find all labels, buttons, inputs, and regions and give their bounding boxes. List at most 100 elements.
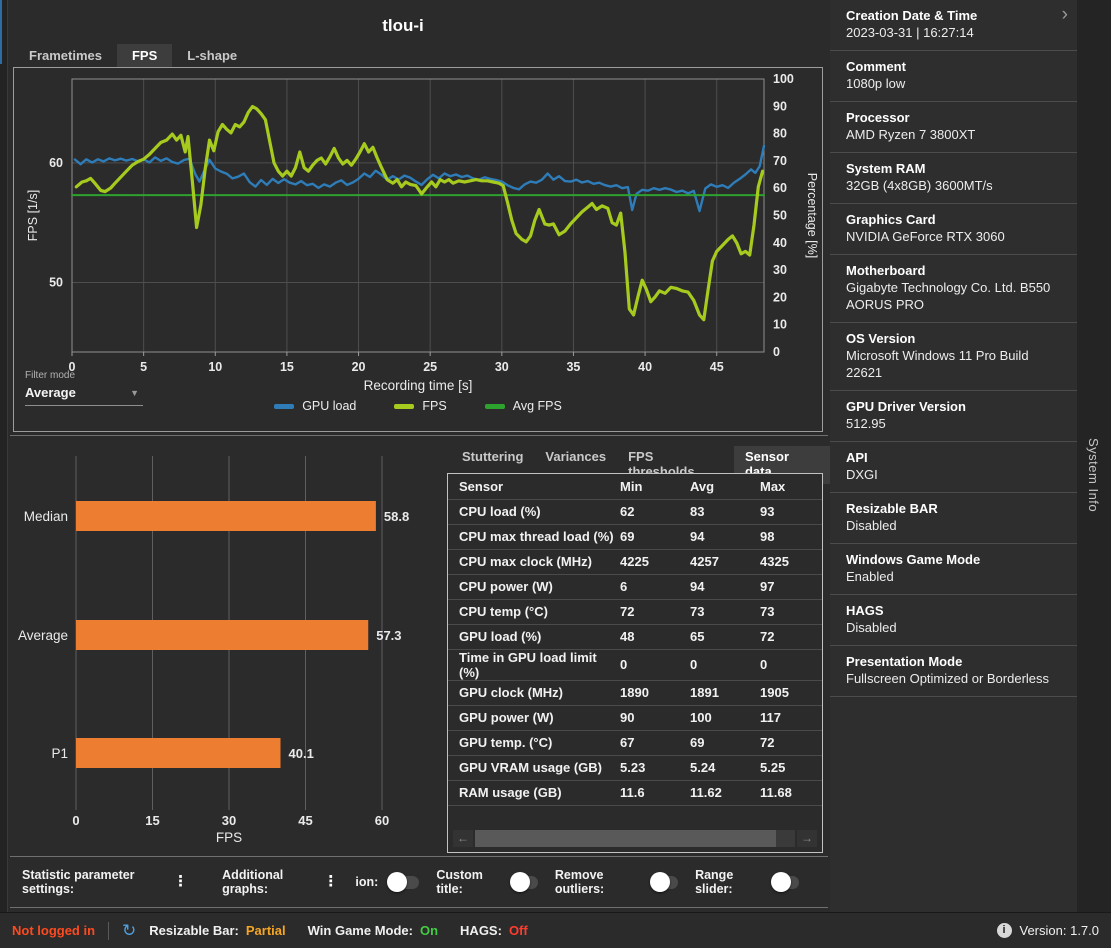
collapse-chevron-icon[interactable]: ›: [1061, 4, 1068, 25]
sidebar-item-value: AMD Ryzen 7 3800XT: [846, 127, 976, 142]
svg-text:10: 10: [208, 360, 222, 374]
svg-text:40: 40: [773, 236, 787, 250]
legend-item-gpu-load[interactable]: GPU load: [274, 399, 356, 413]
kebab-menu-icon[interactable]: ⋮: [173, 873, 189, 890]
sidebar-item-title: Motherboard: [846, 263, 926, 278]
toolbar-label: Custom title:: [436, 868, 483, 896]
svg-text:60: 60: [773, 181, 787, 195]
sidebar-item-title: HAGS: [846, 603, 884, 618]
status-resizable-bar: Resizable Bar: Partial: [149, 923, 285, 938]
statusbar-separator: [108, 921, 110, 940]
cell-min: 67: [620, 730, 690, 756]
fps-line-chart: 0 5 10 15 20 25 30 35 40 45 50 60 0 10 20 30 40 50 60 70 80 9…: [26, 72, 819, 393]
series-fps: [74, 104, 765, 322]
scroll-left-arrow-icon[interactable]: ←: [453, 830, 473, 847]
scrollbar-thumb[interactable]: [475, 830, 776, 847]
sidebar-item-title: System RAM: [846, 161, 926, 176]
login-status[interactable]: Not logged in: [12, 923, 96, 938]
toolbar-group-range-slider: Range slider:: [695, 868, 800, 896]
system-info-tab[interactable]: System Info: [1086, 438, 1101, 513]
custom-title-toggle[interactable]: [510, 871, 538, 892]
tab-stuttering[interactable]: Stuttering: [462, 449, 524, 464]
svg-text:FPS: FPS: [216, 830, 242, 845]
sidebar-item-comment: Comment 1080p low: [830, 51, 1077, 102]
cell-min: 0: [620, 649, 690, 681]
sidebar-item-graphics-card: Graphics Card NVIDIA GeForce RTX 3060: [830, 204, 1077, 255]
bar-average: [76, 620, 369, 650]
ion-toggle[interactable]: [387, 871, 420, 892]
sidebar-item-value: 2023-03-31 | 16:27:14: [846, 25, 974, 40]
sidebar-item-title: Processor: [846, 110, 910, 125]
sensor-table-panel: Sensor Min Avg Max CPU load (%) 62 83 93 CPU max…: [447, 473, 823, 853]
svg-text:45: 45: [298, 813, 312, 828]
bar-p1: [76, 738, 281, 768]
table-row: GPU temp. (°C) 67 69 72: [448, 730, 822, 756]
table-row: GPU power (W) 90 100 117: [448, 705, 822, 731]
legend-item-fps[interactable]: FPS: [394, 399, 447, 413]
cell-name: RAM usage (GB): [448, 780, 620, 806]
horizontal-scrollbar[interactable]: ← →: [453, 830, 817, 847]
cell-name: CPU max clock (MHz): [448, 549, 620, 575]
sidebar-item-title: API: [846, 450, 868, 465]
chevron-down-icon: ▼: [130, 387, 139, 398]
remove-outliers-toggle[interactable]: [650, 871, 679, 892]
sidebar-item-value: 32GB (4x8GB) 3600MT/s: [846, 178, 993, 193]
svg-text:90: 90: [773, 99, 787, 113]
tab-variances[interactable]: Variances: [545, 449, 607, 464]
tab-fps[interactable]: FPS: [116, 44, 173, 68]
cell-avg: 1891: [690, 680, 760, 706]
scrollbar-track[interactable]: [475, 830, 795, 847]
table-row: CPU load (%) 62 83 93: [448, 499, 822, 525]
cell-name: CPU max thread load (%): [448, 524, 620, 550]
cell-max: 72: [760, 624, 822, 650]
sidebar-item-title: Resizable BAR: [846, 501, 938, 516]
sidebar-item-value: 512.95: [846, 416, 886, 431]
toolbar-label: ion:: [355, 875, 379, 889]
cell-name: Time in GPU load limit (%): [448, 649, 620, 681]
filter-mode-label: Filter mode: [25, 370, 76, 381]
table-row: CPU max thread load (%) 69 94 98: [448, 524, 822, 550]
svg-text:Median: Median: [24, 509, 68, 524]
svg-text:0: 0: [72, 813, 79, 828]
sidebar-item-title: Creation Date & Time: [846, 8, 978, 23]
tab-frametimes[interactable]: Frametimes: [29, 48, 102, 63]
svg-text:30: 30: [495, 360, 509, 374]
cell-avg: 5.24: [690, 755, 760, 781]
sidebar-item-processor: Processor AMD Ryzen 7 3800XT: [830, 102, 1077, 153]
table-row: CPU temp (°C) 72 73 73: [448, 599, 822, 625]
kebab-menu-icon[interactable]: ⋮: [323, 873, 339, 890]
table-row: CPU power (W) 6 94 97: [448, 574, 822, 600]
status-label: Win Game Mode:: [307, 923, 413, 938]
cell-min: 90: [620, 705, 690, 731]
sidebar-item-system-ram: System RAM 32GB (4x8GB) 3600MT/s: [830, 153, 1077, 204]
main-analysis-area: tlou-i Frametimes FPS L-shape 0 5 10 15 20 25 30…: [8, 0, 830, 912]
svg-text:Percentage [%]: Percentage [%]: [805, 173, 819, 258]
svg-text:15: 15: [145, 813, 159, 828]
table-row: CPU max clock (MHz) 4225 4257 4325: [448, 549, 822, 575]
sidebar-item-value: Microsoft Windows 11 Pro Build 22621: [846, 348, 1029, 380]
svg-text:Recording time [s]: Recording time [s]: [364, 378, 473, 393]
legend-item-avg-fps[interactable]: Avg FPS: [484, 399, 562, 413]
tab-l-shape[interactable]: L-shape: [187, 48, 238, 63]
svg-text:FPS [1/s]: FPS [1/s]: [26, 190, 40, 241]
legend-label: Avg FPS: [512, 399, 562, 413]
filter-mode-value: Average: [25, 385, 76, 400]
svg-text:30: 30: [773, 263, 787, 277]
cell-max: 5.25: [760, 755, 822, 781]
refresh-icon[interactable]: ↻: [122, 921, 137, 940]
sidebar-item-resizable-bar: Resizable BAR Disabled: [830, 493, 1077, 544]
section-divider: [10, 435, 828, 436]
gpu-load-swatch-icon: [274, 403, 295, 409]
sidebar-item-gpu-driver-version: GPU Driver Version 512.95: [830, 391, 1077, 442]
svg-text:60: 60: [375, 813, 389, 828]
range-slider-toggle[interactable]: [771, 871, 800, 892]
svg-text:Average: Average: [18, 628, 68, 643]
svg-text:50: 50: [773, 209, 787, 223]
filter-mode-dropdown[interactable]: Filter mode Average ▼: [25, 370, 143, 406]
chart-legend: GPU load FPS Avg FPS: [14, 399, 822, 413]
toggle-knob: [771, 871, 792, 892]
svg-text:25: 25: [423, 360, 437, 374]
scroll-right-arrow-icon[interactable]: →: [797, 830, 817, 847]
cell-max: 93: [760, 499, 822, 525]
